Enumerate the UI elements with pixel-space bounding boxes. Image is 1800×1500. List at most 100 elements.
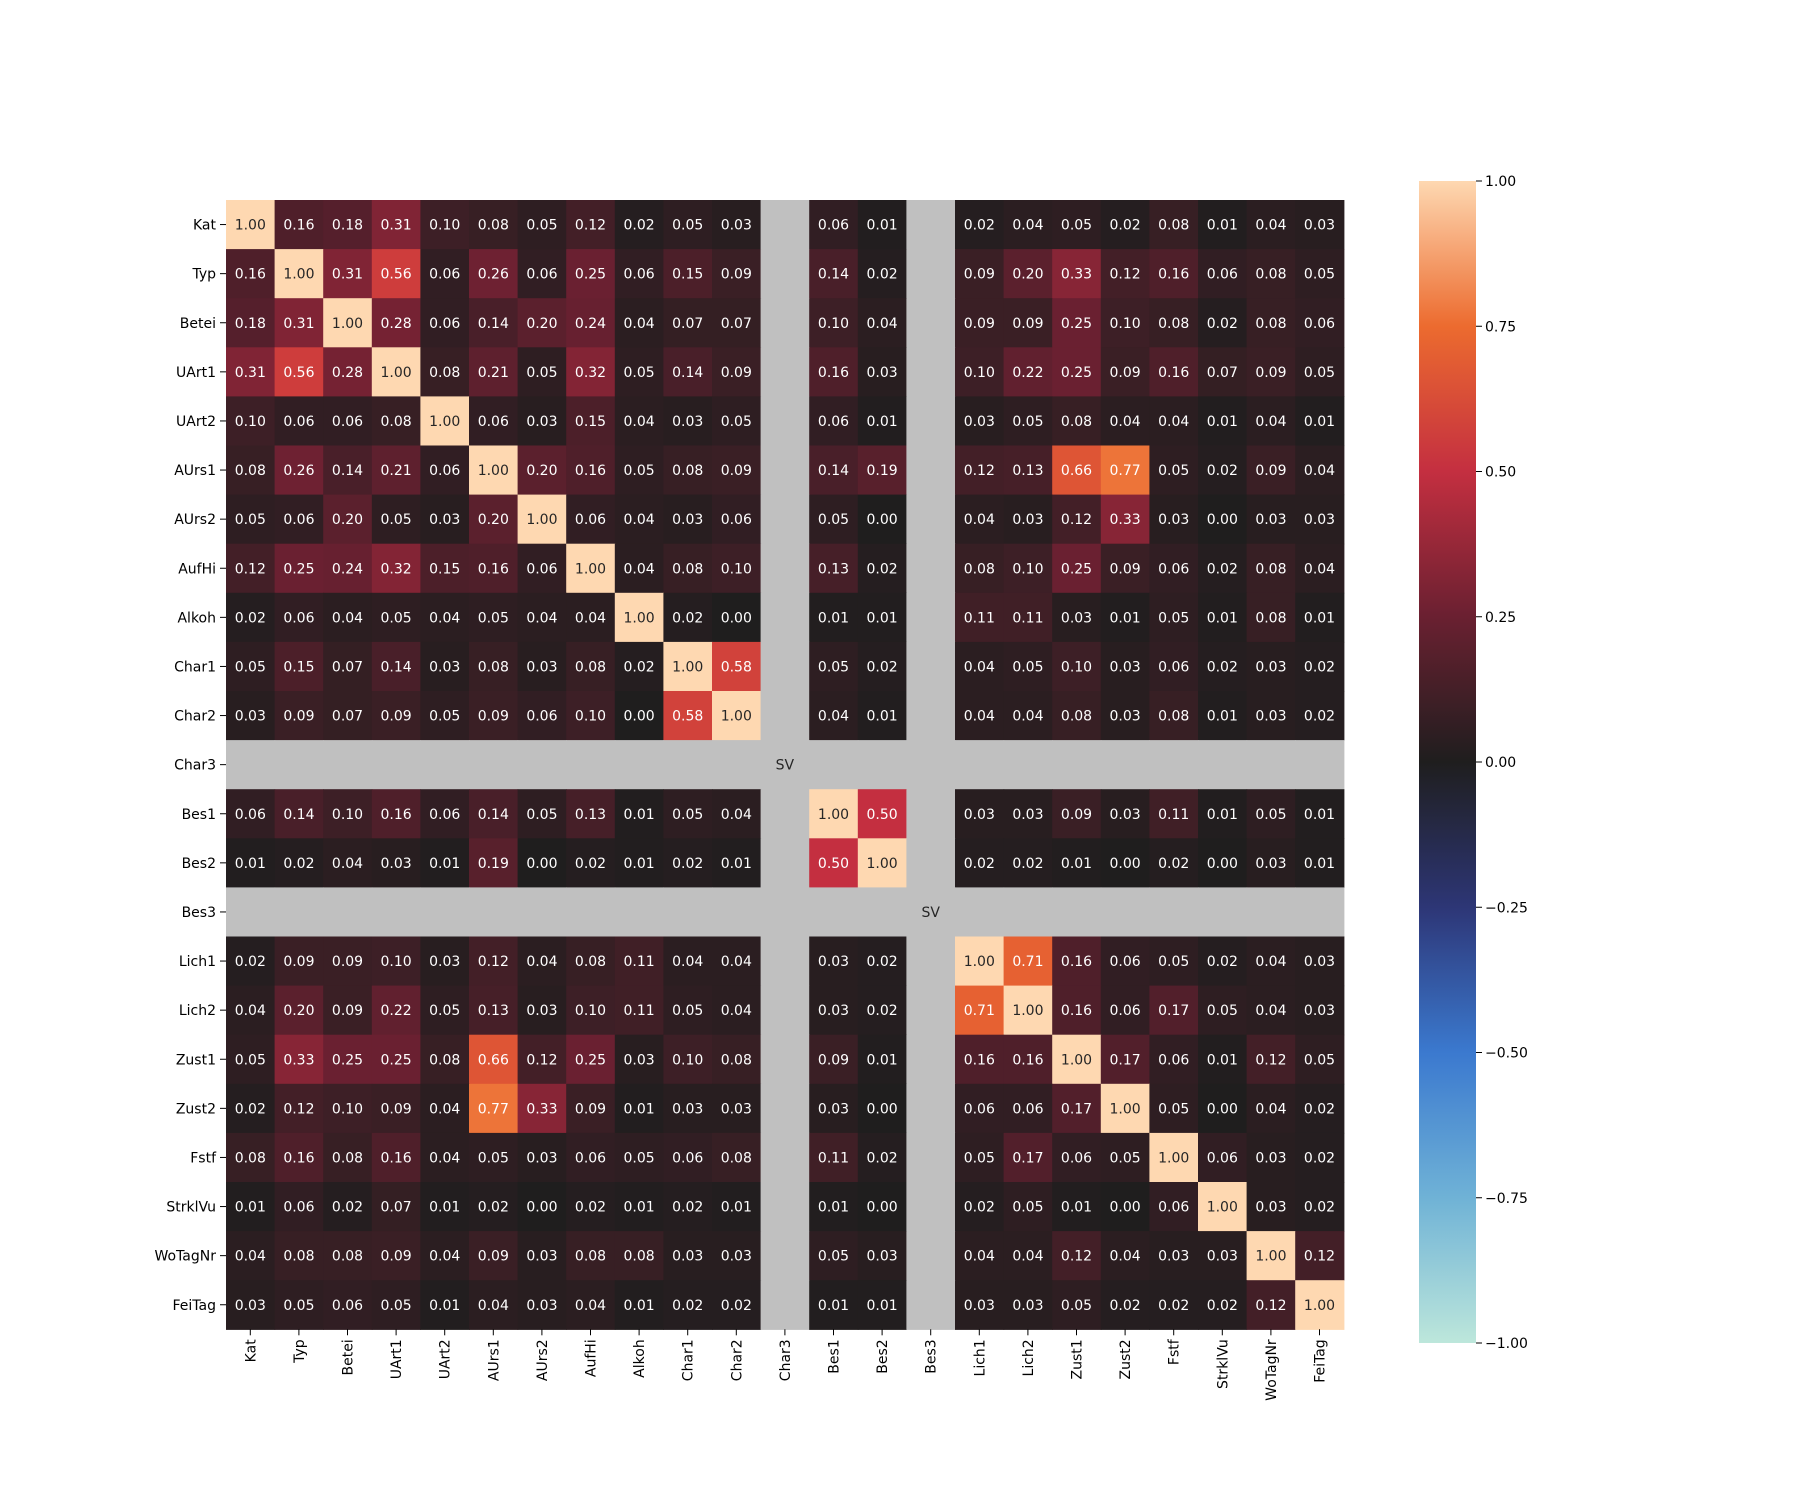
heatmap-cell — [614, 789, 664, 839]
cell-value-label: 0.04 — [429, 1150, 460, 1166]
cell-value-label: 0.09 — [721, 365, 752, 381]
cell-value-label: 0.10 — [721, 561, 752, 577]
cell-value-label: 0.02 — [1207, 659, 1238, 675]
heatmap-cell — [712, 396, 762, 447]
heatmap-cell — [1246, 1083, 1296, 1134]
cell-value-label: 0.05 — [429, 709, 460, 725]
cell-value-label: 0.08 — [1158, 709, 1189, 725]
cell-value-label: 0.00 — [526, 856, 557, 872]
cell-value-label: 1.00 — [1110, 1101, 1141, 1117]
heatmap-cell — [1246, 1132, 1296, 1183]
cell-value-label: 0.02 — [964, 1200, 995, 1216]
y-tick-label: AUrs1 — [174, 463, 216, 479]
heatmap-cell — [1149, 396, 1199, 447]
heatmap-cell — [226, 1182, 276, 1232]
cell-value-label: 0.26 — [478, 267, 509, 283]
cell-value-label: 0.22 — [381, 1003, 412, 1019]
heatmap-cell — [323, 1034, 373, 1085]
heatmap-cell — [1198, 1132, 1248, 1183]
cell-value-label: 1.00 — [478, 463, 509, 479]
heatmap-cell — [760, 789, 810, 839]
cell-value-label: 0.08 — [1158, 218, 1189, 234]
heatmap-cell — [323, 887, 373, 938]
cell-value-label: 0.02 — [1304, 1200, 1335, 1216]
cell-value-label: 0.08 — [1255, 610, 1286, 626]
heatmap-cell — [906, 592, 956, 643]
heatmap-cell — [323, 985, 373, 1036]
heatmap-cell — [469, 543, 519, 594]
heatmap-cell — [857, 396, 907, 447]
cell-value-label: 0.09 — [381, 1249, 412, 1265]
cell-value-label: 0.12 — [1304, 1249, 1335, 1265]
cell-value-label: 0.06 — [1207, 1150, 1238, 1166]
heatmap-cell — [566, 298, 616, 348]
heatmap-cell — [1149, 298, 1199, 348]
heatmap-cell — [274, 200, 324, 250]
cell-value-label: 0.06 — [235, 807, 266, 823]
cell-value-label: 1.00 — [1207, 1200, 1238, 1216]
colorbar-ticks: 1.00 0.75 0.50 0.25 0.00 −0.25 −0.50 −0.75 −1.00 — [1476, 174, 1528, 1352]
heatmap-cell — [1100, 1280, 1150, 1330]
cell-value-label: 0.08 — [1255, 316, 1286, 332]
cell-value-label: 0.06 — [1158, 561, 1189, 577]
heatmap-cell — [274, 838, 324, 888]
heatmap-cell — [323, 249, 373, 299]
cell-value-label: 0.05 — [1304, 365, 1335, 381]
cell-value-label: 0.08 — [429, 1052, 460, 1068]
heatmap-cell — [809, 1132, 859, 1183]
cell-value-label: 0.05 — [1207, 1003, 1238, 1019]
x-tick-label: UArt2 — [438, 1339, 454, 1379]
heatmap-cell — [1149, 1280, 1199, 1330]
heatmap-cell — [323, 494, 373, 545]
cell-value-label: 0.05 — [429, 1003, 460, 1019]
cell-value-label: 0.08 — [235, 1150, 266, 1166]
cell-value-label: 0.20 — [526, 316, 557, 332]
cell-value-label: 0.03 — [672, 414, 703, 430]
cell-value-label: 0.06 — [429, 807, 460, 823]
cell-value-label: 0.15 — [575, 414, 606, 430]
cell-value-label: 0.17 — [1158, 1003, 1189, 1019]
cell-value-label: 0.06 — [283, 512, 314, 528]
heatmap-cell — [371, 445, 421, 496]
heatmap-cell — [857, 200, 907, 250]
heatmap-cell — [1295, 1280, 1345, 1330]
heatmap-cell — [323, 936, 373, 987]
heatmap-cell — [274, 1280, 324, 1330]
cell-value-label: 0.01 — [624, 1298, 655, 1314]
heatmap-cell — [809, 1083, 859, 1134]
heatmap-cell — [760, 1182, 810, 1232]
cell-value-label: 0.01 — [1110, 610, 1141, 626]
cell-value-label: 0.12 — [1061, 512, 1092, 528]
heatmap-cell — [1198, 691, 1248, 741]
heatmap-cell — [955, 494, 1005, 545]
heatmap-cell — [809, 396, 859, 447]
heatmap-cell — [226, 740, 276, 790]
heatmap-cell — [614, 494, 664, 545]
cell-value-label: 0.04 — [235, 1003, 266, 1019]
heatmap-cell — [712, 347, 762, 397]
cell-value-label: 0.04 — [235, 1249, 266, 1265]
heatmap-cell — [1295, 543, 1345, 594]
heatmap-cell — [906, 298, 956, 348]
cell-value-label: 0.04 — [964, 709, 995, 725]
cell-value-label: 0.03 — [235, 1298, 266, 1314]
heatmap-cell — [323, 543, 373, 594]
heatmap-cell — [274, 396, 324, 447]
cell-value-label: 0.18 — [332, 218, 363, 234]
cell-value-label: 0.04 — [964, 659, 995, 675]
x-tick-label: Kat — [243, 1339, 259, 1363]
cell-value-label: 0.02 — [1110, 1298, 1141, 1314]
cell-value-label: 0.07 — [721, 316, 752, 332]
cell-value-label: 0.03 — [235, 709, 266, 725]
heatmap-cell — [274, 494, 324, 545]
heatmap-cell — [760, 838, 810, 888]
cell-value-label: 0.09 — [575, 1101, 606, 1117]
heatmap-cell — [469, 445, 519, 496]
x-tick-label: Lich1 — [972, 1339, 988, 1376]
cell-value-label: 0.04 — [1255, 954, 1286, 970]
cell-value-label: 0.13 — [818, 561, 849, 577]
heatmap-cell — [323, 691, 373, 741]
cell-value-label: 0.04 — [624, 512, 655, 528]
heatmap-cell — [274, 641, 324, 692]
heatmap-cell — [1100, 1182, 1150, 1232]
